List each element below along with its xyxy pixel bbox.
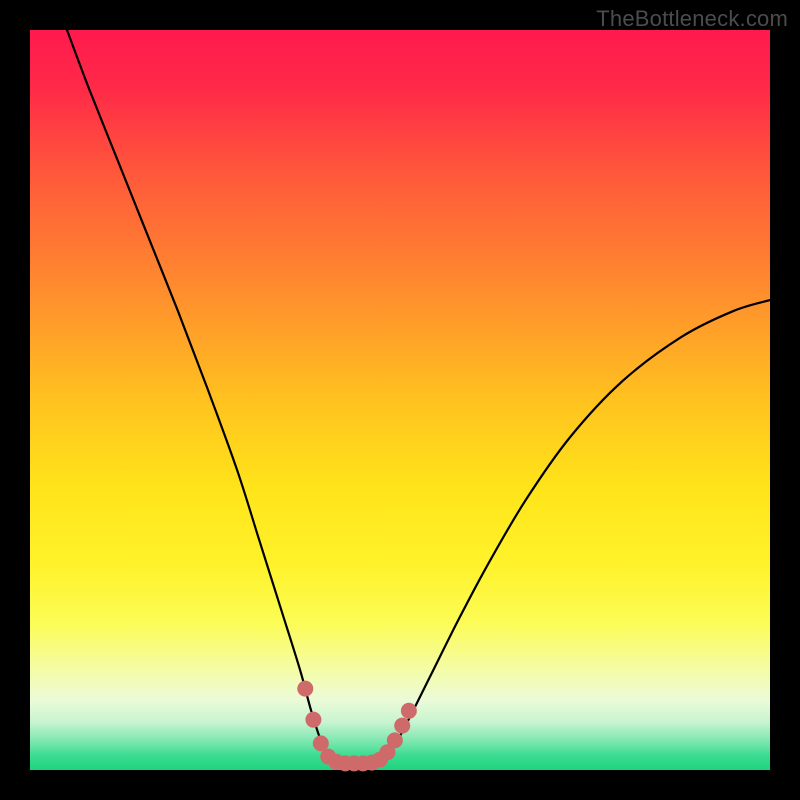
chart-background-gradient: [30, 30, 770, 770]
curve-marker-dot: [387, 732, 403, 748]
curve-marker-dot: [297, 681, 313, 697]
curve-marker-dot: [394, 718, 410, 734]
curve-marker-dot: [305, 712, 321, 728]
chart-container: TheBottleneck.com: [0, 0, 800, 800]
bottleneck-curve-chart: [0, 0, 800, 800]
curve-marker-dot: [401, 703, 417, 719]
